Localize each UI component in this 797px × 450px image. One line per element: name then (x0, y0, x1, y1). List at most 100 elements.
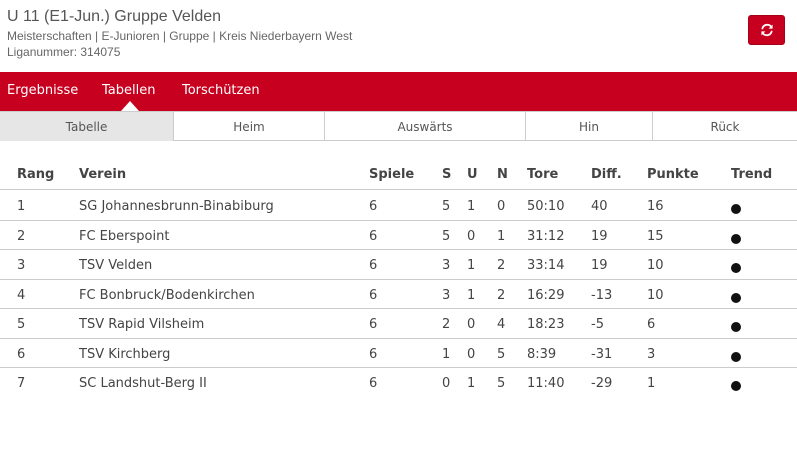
league-number: Liganummer: 314075 (7, 45, 121, 59)
row-tore: 11:40 (527, 376, 565, 391)
row-tore: 18:23 (527, 317, 565, 332)
row-spiele: 6 (369, 228, 378, 244)
row-s: 2 (442, 317, 451, 332)
row-verein[interactable]: FC Eberspoint (79, 228, 170, 244)
active-nav-indicator (121, 101, 139, 111)
row-punkte: 10 (647, 258, 664, 273)
row-tore: 50:10 (527, 199, 565, 214)
table-row[interactable]: 2 FC Eberspoint 6 5 0 1 31:12 19 15 (0, 221, 797, 250)
nav-tabellen[interactable]: Tabellen (102, 83, 156, 98)
row-u: 1 (467, 376, 476, 391)
row-spiele: 6 (369, 376, 378, 391)
table-row[interactable]: 5 TSV Rapid Vilsheim 6 2 0 4 18:23 -5 6 (0, 309, 797, 339)
row-punkte: 3 (647, 346, 656, 362)
row-spiele: 6 (369, 199, 378, 214)
row-n: 2 (497, 258, 506, 273)
nav-torschuetzen[interactable]: Torschützen (182, 83, 260, 98)
row-verein[interactable]: TSV Kirchberg (79, 346, 171, 362)
row-s: 5 (442, 228, 451, 244)
column-n: N (497, 167, 508, 182)
tab-rueck[interactable]: Rück (710, 119, 740, 134)
column-spiele: Spiele (369, 167, 415, 182)
row-rang: 4 (17, 287, 26, 303)
row-spiele: 6 (369, 287, 378, 303)
row-tore: 31:12 (527, 228, 565, 244)
refresh-button[interactable] (748, 15, 785, 45)
row-u: 1 (467, 287, 476, 303)
trend-dot-icon (731, 292, 741, 303)
tab-tabelle[interactable]: Tabelle (0, 112, 174, 141)
table-header: Rang Verein Spiele S U N Tore Diff. Punk… (0, 160, 797, 190)
table-row[interactable]: 4 FC Bonbruck/Bodenkirchen 6 3 1 2 16:29… (0, 280, 797, 309)
row-s: 1 (442, 346, 451, 362)
row-rang: 2 (17, 228, 26, 244)
row-diff: -31 (591, 346, 613, 362)
table-row[interactable]: 1 SG Johannesbrunn-Binabiburg 6 5 1 0 50… (0, 191, 797, 221)
row-verein[interactable]: SC Landshut-Berg II (79, 376, 207, 391)
row-u: 1 (467, 199, 476, 214)
row-diff: -13 (591, 287, 613, 303)
table-row[interactable]: 6 TSV Kirchberg 6 1 0 5 8:39 -31 3 (0, 339, 797, 368)
row-punkte: 10 (647, 287, 664, 303)
row-n: 4 (497, 317, 506, 332)
row-punkte: 15 (647, 228, 664, 244)
page-title: U 11 (E1-Jun.) Gruppe Velden (7, 8, 222, 25)
row-verein[interactable]: TSV Velden (79, 258, 153, 273)
row-n: 5 (497, 376, 506, 391)
row-rang: 5 (17, 317, 26, 332)
row-punkte: 6 (647, 317, 656, 332)
row-punkte: 1 (647, 376, 656, 391)
row-n: 5 (497, 346, 506, 362)
row-verein[interactable]: SG Johannesbrunn-Binabiburg (79, 199, 274, 214)
refresh-icon (760, 23, 773, 37)
column-trend: Trend (731, 167, 773, 182)
row-s: 0 (442, 376, 451, 391)
tab-heim[interactable]: Heim (174, 112, 325, 141)
row-u: 1 (467, 258, 476, 273)
trend-dot-icon (731, 381, 741, 391)
league-breadcrumb: Meisterschaften | E-Junioren | Gruppe | … (7, 29, 353, 43)
row-spiele: 6 (369, 258, 378, 273)
row-tore: 16:29 (527, 287, 565, 303)
tab-hin[interactable]: Hin (526, 112, 653, 141)
main-nav: Ergebnisse Tabellen Torschützen (0, 72, 797, 111)
row-u: 0 (467, 228, 476, 244)
row-tore: 33:14 (527, 258, 565, 273)
row-s: 5 (442, 199, 451, 214)
table-row[interactable]: 7 SC Landshut-Berg II 6 0 1 5 11:40 -29 … (0, 368, 797, 398)
row-s: 3 (442, 258, 451, 273)
row-u: 0 (467, 346, 476, 362)
page-header: U 11 (E1-Jun.) Gruppe Velden Meisterscha… (0, 0, 797, 72)
column-diff: Diff. (591, 167, 622, 182)
trend-dot-icon (731, 322, 741, 332)
row-spiele: 6 (369, 346, 378, 362)
tab-auswaerts[interactable]: Auswärts (325, 112, 526, 141)
column-verein: Verein (79, 167, 127, 182)
row-punkte: 16 (647, 199, 664, 214)
row-diff: -5 (591, 317, 604, 332)
row-u: 0 (467, 317, 476, 332)
table-view-tabs: Tabelle Heim Auswärts Hin Rück (0, 111, 797, 141)
trend-dot-icon (731, 263, 741, 273)
column-rang: Rang (17, 167, 55, 182)
table-row[interactable]: 3 TSV Velden 6 3 1 2 33:14 19 10 (0, 250, 797, 280)
row-rang: 3 (17, 258, 26, 273)
row-n: 1 (497, 228, 506, 244)
nav-ergebnisse[interactable]: Ergebnisse (7, 83, 79, 98)
row-n: 2 (497, 287, 506, 303)
column-tore: Tore (527, 167, 559, 182)
column-s: S (442, 167, 452, 182)
row-spiele: 6 (369, 317, 378, 332)
row-rang: 1 (17, 199, 26, 214)
trend-dot-icon (731, 233, 741, 244)
trend-dot-icon (731, 204, 741, 214)
row-diff: -29 (591, 376, 613, 391)
row-s: 3 (442, 287, 451, 303)
row-diff: 19 (591, 258, 608, 273)
row-verein[interactable]: TSV Rapid Vilsheim (79, 317, 205, 332)
row-rang: 7 (17, 376, 26, 391)
row-n: 0 (497, 199, 506, 214)
row-tore: 8:39 (527, 346, 557, 362)
column-u: U (467, 167, 478, 182)
row-verein[interactable]: FC Bonbruck/Bodenkirchen (79, 287, 255, 303)
